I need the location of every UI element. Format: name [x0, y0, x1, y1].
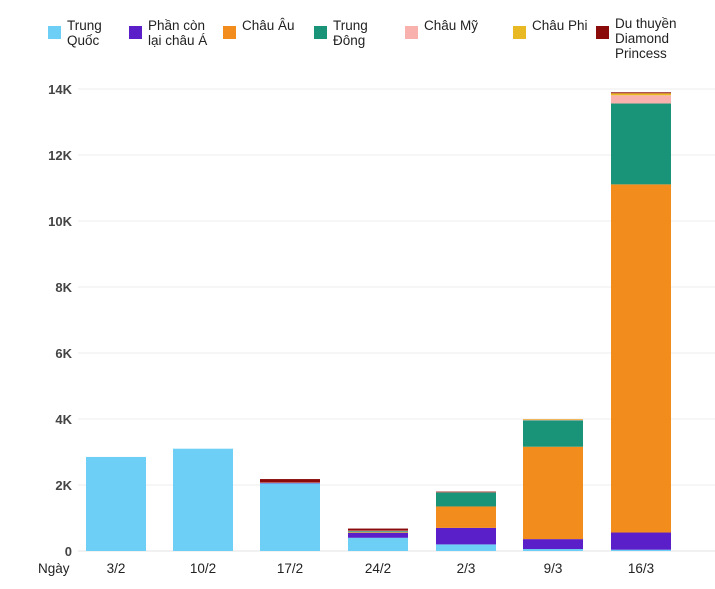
legend-item[interactable]: Phần còn lại châu Á [129, 18, 207, 48]
x-tick-label: 17/2 [277, 561, 303, 576]
legend-label-line: Princess [615, 46, 667, 61]
x-tick-label: 24/2 [365, 561, 391, 576]
bar-segment-2-3-series-1 [436, 527, 496, 545]
bar-segment-24-2-series-3 [348, 531, 408, 533]
bar-segment-17-2-series-0 [260, 483, 320, 551]
y-tick-label: 4K [55, 412, 72, 427]
legend-item[interactable]: Trung Đông [314, 18, 368, 48]
legend-label-line: Trung [333, 18, 368, 33]
x-tick-label: 10/2 [190, 561, 216, 576]
legend-label-line: Trung [67, 18, 102, 33]
legend-label: Trung Đông [333, 18, 368, 48]
legend-label-line: lại châu Á [148, 33, 207, 48]
x-tick-label: 16/3 [628, 561, 654, 576]
y-tick-label: 6K [55, 346, 72, 361]
bar-segment-2-3-series-6 [436, 491, 496, 493]
bar-segment-16-3-series-5 [611, 93, 671, 96]
bar-segment-2-3-series-2 [436, 506, 496, 528]
bar-segment-24-2-series-4 [348, 530, 408, 532]
legend-item[interactable]: Trung Quốc [48, 18, 102, 48]
bar-segment-17-2-series-6 [260, 479, 320, 483]
legend-label: Châu Phi [532, 18, 588, 33]
legend-label: Du thuyền Diamond Princess [615, 16, 677, 61]
bar-segment-16-3-series-4 [611, 95, 671, 104]
bar-segment-9-3-series-3 [523, 420, 583, 447]
legend-label-line: Du thuyền [615, 16, 677, 31]
legend-item[interactable]: Du thuyền Diamond Princess [596, 16, 677, 61]
legend-swatch [596, 26, 609, 39]
y-tick-label: 10K [48, 214, 72, 229]
legend-label-line: Diamond [615, 31, 669, 46]
x-tick-label: 3/2 [107, 561, 126, 576]
bar-segment-17-2-series-2 [260, 482, 320, 483]
legend-label: Phần còn lại châu Á [148, 18, 207, 48]
y-tick-label: 14K [48, 82, 72, 97]
bars-layer [86, 92, 671, 551]
bar-segment-24-2-series-1 [348, 532, 408, 538]
legend-label-line: Châu Phi [532, 18, 588, 33]
bar-segment-9-3-series-5 [523, 419, 583, 420]
y-tick-label: 8K [55, 280, 72, 295]
y-tick-label: 0 [65, 544, 72, 559]
bar-segment-16-3-series-0 [611, 549, 671, 551]
bar-segment-10-2-series-0 [173, 448, 233, 551]
axis-layer: 0 2K 4K 6K 8K 10K 12K 14K 3/2 10/2 17/2 24/2 2/3 9/3 1… [38, 82, 654, 576]
bar-segment-16-3-series-3 [611, 103, 671, 185]
legend-label: Trung Quốc [67, 18, 102, 48]
bar-segment-16-3-series-2 [611, 184, 671, 533]
bar-segment-3-2-series-0 [86, 456, 146, 551]
legend-swatch [513, 26, 526, 39]
bar-segment-9-3-series-1 [523, 539, 583, 550]
legend-swatch [405, 26, 418, 39]
legend-label: Châu Mỹ [424, 18, 478, 33]
legend-swatch [48, 26, 61, 39]
legend-label-line: Đông [333, 33, 365, 48]
legend-item[interactable]: Châu Âu [223, 18, 295, 39]
legend-label-line: Phần còn [148, 18, 205, 33]
legend-swatch [223, 26, 236, 39]
x-tick-label: 9/3 [544, 561, 563, 576]
bar-segment-9-3-series-0 [523, 549, 583, 551]
bar-segment-16-3-series-6 [611, 92, 671, 94]
bar-segment-24-2-series-6 [348, 528, 408, 531]
bar-segment-17-2-series-1 [260, 482, 320, 484]
legend-swatch [314, 26, 327, 39]
y-tick-label: 2K [55, 478, 72, 493]
legend-label-line: Châu Mỹ [424, 18, 478, 33]
legend-swatch [129, 26, 142, 39]
bar-segment-2-3-series-4 [436, 491, 496, 493]
legend-item[interactable]: Châu Mỹ [405, 18, 478, 39]
legend-label-line: Quốc [67, 33, 100, 48]
x-axis-title: Ngày [38, 561, 70, 576]
legend-label-line: Châu Âu [242, 18, 295, 33]
bar-segment-2-3-series-3 [436, 492, 496, 507]
bar-segment-24-2-series-0 [348, 537, 408, 551]
bar-segment-9-3-series-4 [523, 419, 583, 421]
legend-label: Châu Âu [242, 18, 295, 33]
legend-item[interactable]: Châu Phi [513, 18, 588, 39]
bar-segment-9-3-series-2 [523, 446, 583, 540]
x-tick-label: 2/3 [457, 561, 476, 576]
y-tick-label: 12K [48, 148, 72, 163]
bar-segment-16-3-series-1 [611, 532, 671, 550]
bar-segment-24-2-series-2 [348, 532, 408, 533]
bar-segment-2-3-series-0 [436, 544, 496, 551]
